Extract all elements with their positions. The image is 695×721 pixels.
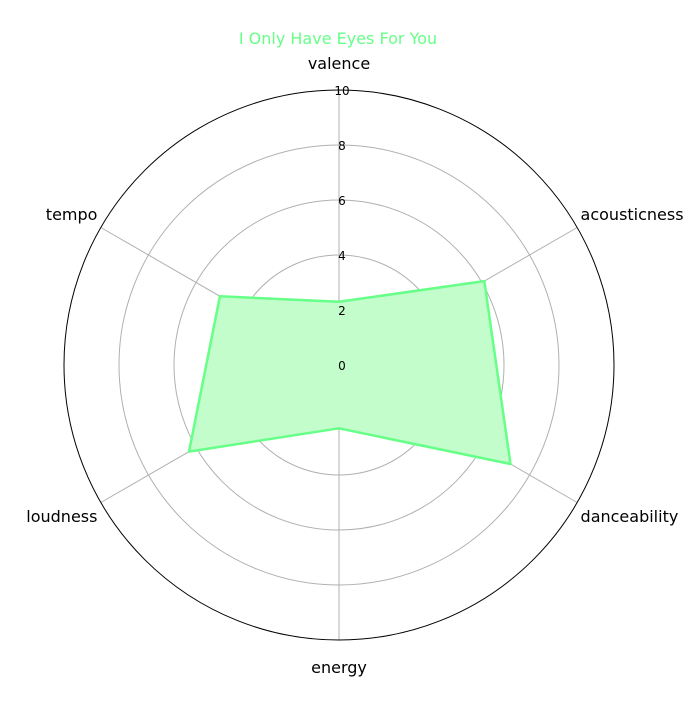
r-tick-label: 10 [334, 84, 349, 98]
r-tick-label: 4 [338, 249, 346, 263]
series-layer [187, 279, 512, 466]
axis-label-valence: valence [308, 54, 370, 73]
series-area [189, 281, 511, 464]
axis-label-acousticness: acousticness [581, 205, 684, 224]
r-tick-label: 6 [338, 194, 346, 208]
axis-label-tempo: tempo [46, 205, 98, 224]
polar-frame [63, 89, 615, 641]
axis-label-layer: valence acousticness danceability energy lou… [26, 54, 683, 677]
axis-label-energy: energy [311, 658, 367, 677]
r-tick-label: 0 [338, 359, 346, 373]
chart-title: I Only Have Eyes For You [239, 29, 437, 48]
axis-label-danceability: danceability [581, 507, 679, 526]
r-tick-label: 2 [338, 304, 346, 318]
r-tick-label: 8 [338, 139, 346, 153]
tick-label-layer: 0 2 4 6 8 10 [334, 84, 349, 373]
axis-label-loudness: loudness [26, 507, 97, 526]
